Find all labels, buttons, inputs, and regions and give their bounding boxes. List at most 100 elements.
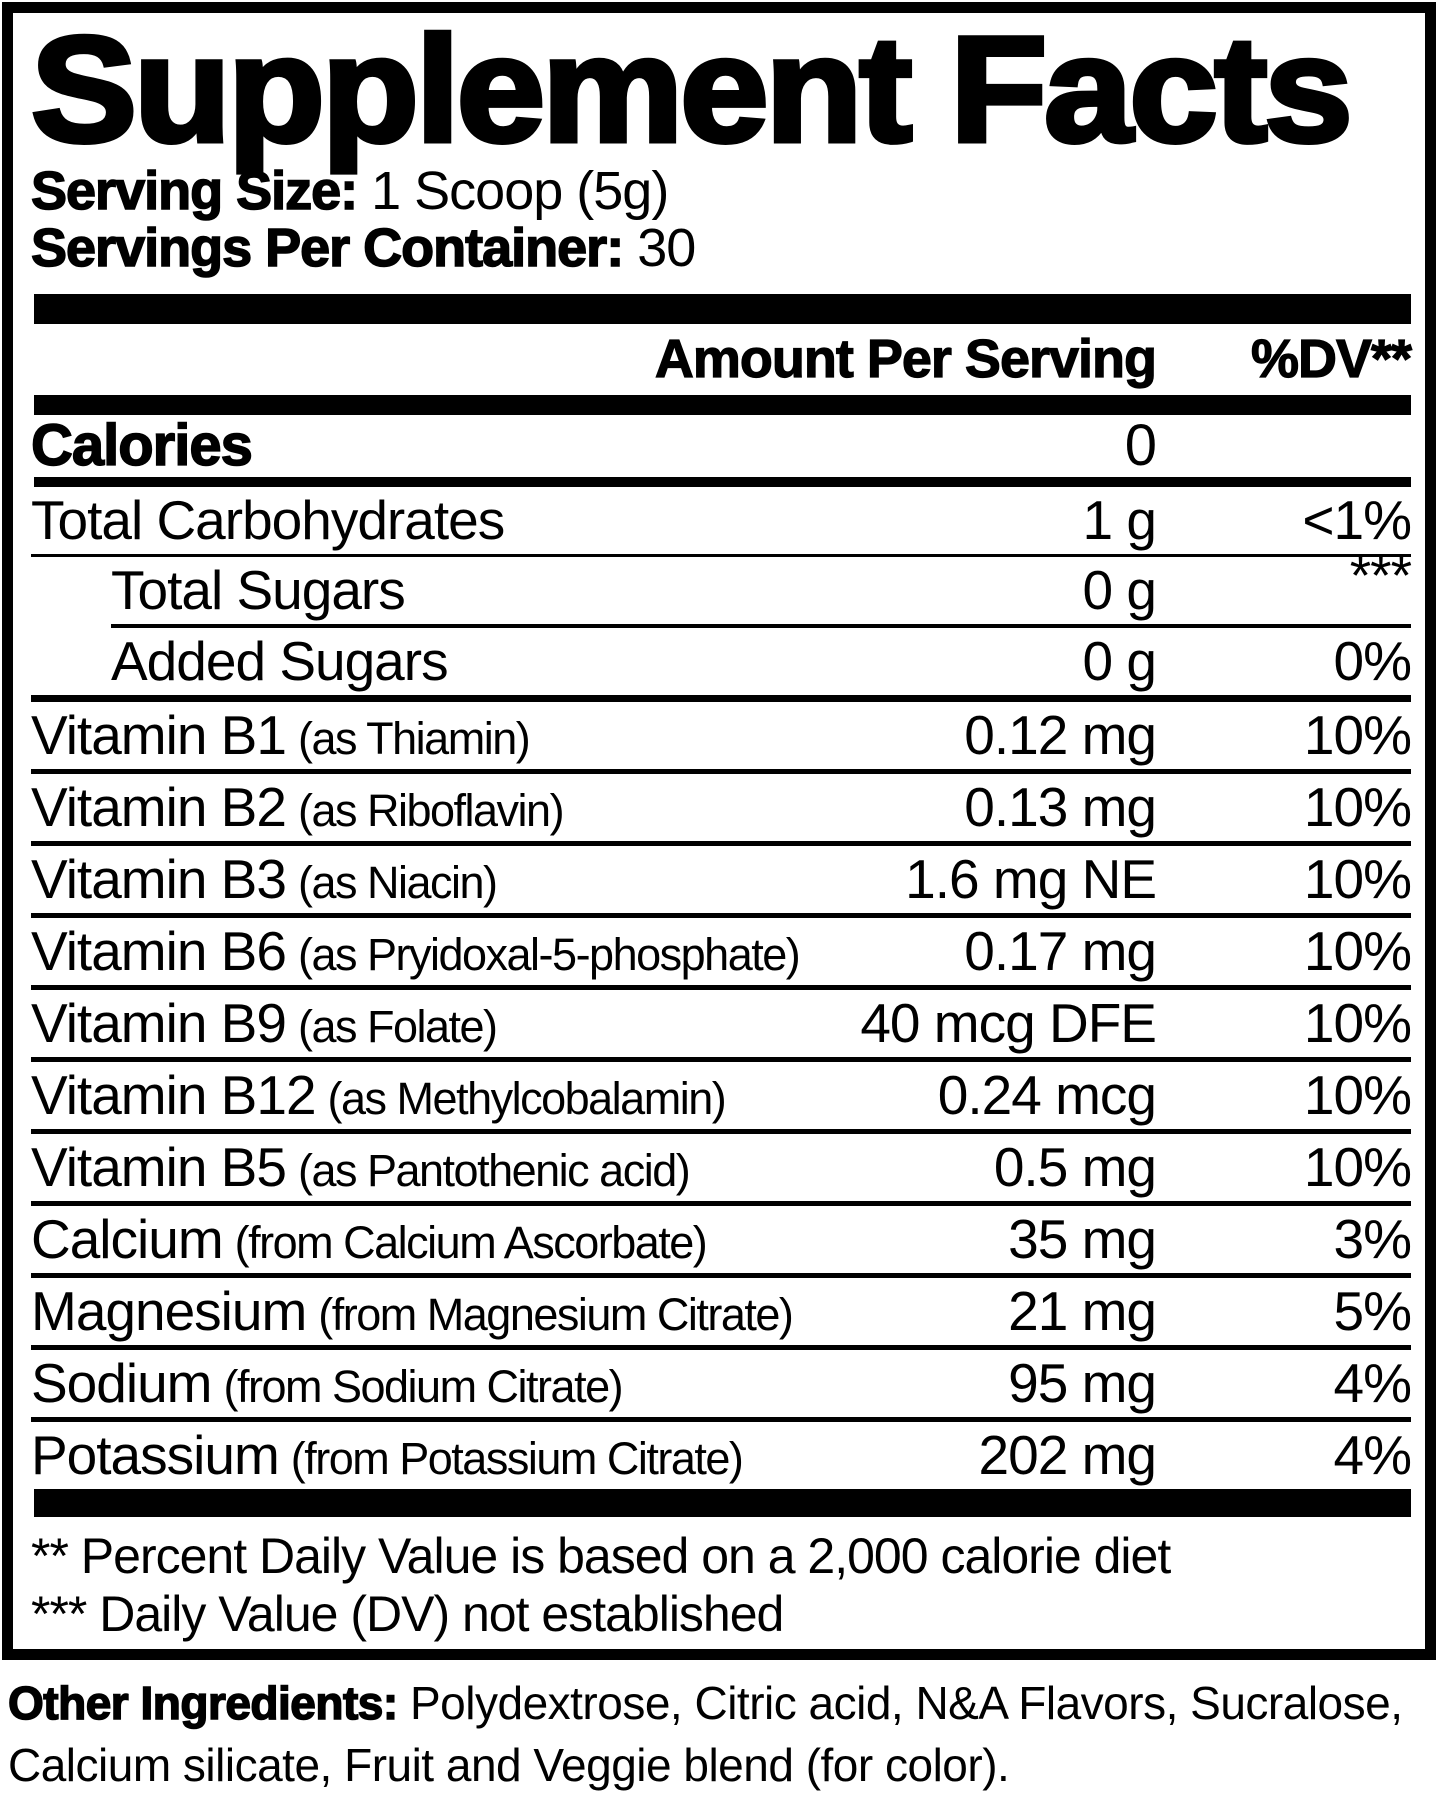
calories-row: Calories 0: [30, 412, 1411, 479]
row-separator: [31, 1416, 1411, 1422]
row-separator: [31, 1056, 1411, 1062]
nutrient-detail: (as Methylcobalamin): [327, 1073, 727, 1124]
servings-per-container-label: Servings Per Container:: [30, 217, 625, 278]
nutrient-row: Magnesium (from Magnesium Citrate) 21 mg…: [31, 1278, 1413, 1345]
nutrient-label: Total Carbohydrates: [31, 488, 505, 552]
page-title: Supplement Facts: [28, 5, 1355, 173]
nutrient-name: Vitamin B2: [31, 776, 287, 838]
row-separator: [31, 694, 1411, 702]
nutrient-dv: 10%: [1303, 848, 1412, 910]
nutrient-dv: 10%: [1303, 704, 1412, 766]
nutrient-detail: (from Calcium Ascorbate): [234, 1217, 708, 1268]
nutrient-amount: 35 mg: [1008, 1208, 1157, 1270]
nutrient-dv: 10%: [1303, 1064, 1412, 1126]
nutrient-name: Vitamin B6: [31, 920, 287, 982]
row-separator: [31, 553, 1411, 557]
nutrient-amount: 0.5 mg: [993, 1136, 1157, 1198]
nutrient-name: Calcium: [31, 1208, 224, 1270]
nutrient-name: Total Carbohydrates: [31, 489, 505, 551]
other-ingredients-label: Other Ingredients:: [7, 1676, 399, 1730]
thick-divider-top: [34, 293, 1411, 324]
nutrient-label: Magnesium (from Magnesium Citrate): [31, 1279, 794, 1343]
facts-box: Supplement Facts Serving Size: 1 Scoop (…: [2, 2, 1436, 1660]
nutrient-detail: (as Riboflavin): [297, 785, 565, 836]
nutrient-name: Vitamin B12: [31, 1064, 317, 1126]
nutrient-label: Vitamin B6 (as Pryidoxal-5-phosphate): [31, 919, 801, 983]
nutrient-dv: <1%: [1302, 489, 1412, 551]
nutrient-row: Added Sugars 0 g 0%: [31, 628, 1413, 695]
nutrient-amount: 21 mg: [1008, 1280, 1157, 1342]
nutrient-name: Vitamin B9: [31, 992, 287, 1054]
nutrient-dv: ***: [1349, 544, 1412, 606]
nutrient-label: Calcium (from Calcium Ascorbate): [31, 1207, 708, 1271]
nutrient-amount: 0.17 mg: [964, 920, 1157, 982]
nutrient-label: Vitamin B2 (as Riboflavin): [31, 775, 565, 839]
nutrient-amount: 0 g: [1082, 630, 1157, 692]
calories-value: 0: [1124, 413, 1157, 478]
nutrient-amount: 0.12 mg: [964, 704, 1157, 766]
amount-per-serving-header: Amount Per Serving: [654, 328, 1157, 389]
nutrient-row: Total Carbohydrates 1 g <1%: [31, 487, 1412, 554]
nutrient-dv: 4%: [1333, 1352, 1413, 1414]
nutrient-name: Total Sugars: [111, 559, 406, 621]
nutrient-row: Calcium (from Calcium Ascorbate) 35 mg 3…: [31, 1206, 1412, 1273]
nutrient-dv: 5%: [1333, 1280, 1413, 1342]
nutrient-detail: (as Pantothenic acid): [297, 1145, 691, 1196]
nutrient-row: Vitamin B1 (as Thiamin) 0.12 mg 10%: [31, 702, 1412, 769]
nutrient-dv: 10%: [1303, 920, 1412, 982]
nutrient-dv: 10%: [1303, 1136, 1412, 1198]
other-ingredients: Other Ingredients: Polydextrose, Citric …: [7, 1672, 1440, 1796]
calories-label: Calories: [30, 412, 253, 479]
nutrient-amount: 1 g: [1082, 489, 1157, 551]
nutrient-label: Vitamin B9 (as Folate): [31, 991, 498, 1055]
nutrient-row: Total Sugars 0 g ***: [31, 544, 1412, 624]
nutrient-amount: 40 mcg DFE: [860, 992, 1157, 1054]
nutrient-row: Vitamin B2 (as Riboflavin) 0.13 mg 10%: [31, 774, 1412, 841]
row-separator: [31, 768, 1411, 774]
nutrient-amount: 0 g: [1082, 559, 1157, 621]
nutrient-detail: (as Niacin): [297, 857, 498, 908]
nutrient-row: Vitamin B6 (as Pryidoxal-5-phosphate) 0.…: [31, 918, 1412, 985]
nutrient-row: Vitamin B9 (as Folate) 40 mcg DFE 10%: [31, 990, 1412, 1057]
nutrient-label: Added Sugars: [111, 629, 449, 693]
nutrient-amount: 0.24 mcg: [937, 1064, 1157, 1126]
thick-divider-bottom: [34, 1488, 1411, 1517]
nutrient-name: Vitamin B3: [31, 848, 287, 910]
nutrient-row: Sodium (from Sodium Citrate) 95 mg 4%: [31, 1350, 1413, 1417]
percent-dv-header: %DV**: [1250, 328, 1412, 389]
nutrient-amount: 95 mg: [1008, 1352, 1157, 1414]
nutrient-row: Vitamin B12 (as Methylcobalamin) 0.24 mc…: [31, 1062, 1412, 1129]
nutrient-dv: 0%: [1333, 630, 1413, 692]
nutrient-dv: 10%: [1303, 776, 1412, 838]
nutrient-label: Vitamin B1 (as Thiamin): [31, 703, 531, 767]
nutrient-name: Potassium: [31, 1424, 280, 1486]
nutrient-amount: 1.6 mg NE: [905, 848, 1157, 910]
nutrient-row: Vitamin B3 (as Niacin) 1.6 mg NE 10%: [31, 846, 1412, 913]
nutrient-label: Vitamin B3 (as Niacin): [31, 847, 498, 911]
nutrient-amount: 0.13 mg: [964, 776, 1157, 838]
nutrient-row: Potassium (from Potassium Citrate) 202 m…: [31, 1422, 1413, 1489]
nutrient-detail: (as Folate): [297, 1001, 498, 1052]
nutrient-name: Vitamin B1: [31, 704, 287, 766]
serving-size-line: Serving Size: 1 Scoop (5g): [30, 160, 1411, 221]
nutrient-detail: (from Magnesium Citrate): [318, 1289, 794, 1340]
thick-divider-header: [34, 394, 1411, 415]
nutrient-detail: (from Potassium Citrate): [290, 1433, 744, 1484]
nutrient-detail: (as Pryidoxal-5-phosphate): [297, 929, 801, 980]
row-separator: [31, 1128, 1411, 1134]
row-separator: [31, 984, 1411, 990]
nutrient-row: Vitamin B5 (as Pantothenic acid) 0.5 mg …: [31, 1134, 1412, 1201]
footnotes: ** Percent Daily Value is based on a 2,0…: [31, 1527, 1411, 1643]
serving-size-label: Serving Size:: [30, 160, 359, 221]
serving-size-value: 1 Scoop (5g): [371, 160, 669, 221]
other-ingredients-text: Polydextrose, Citric acid, N&A Flavors, …: [8, 1677, 1403, 1791]
servings-per-container-line: Servings Per Container: 30: [30, 217, 1411, 278]
row-separator: [31, 840, 1411, 846]
nutrient-name: Sodium: [31, 1352, 212, 1414]
nutrient-label: Sodium (from Sodium Citrate): [31, 1351, 624, 1415]
nutrient-dv: 4%: [1333, 1424, 1413, 1486]
nutrient-detail: (as Thiamin): [297, 713, 531, 764]
row-separator: [31, 1344, 1411, 1350]
row-separator: [31, 912, 1411, 918]
